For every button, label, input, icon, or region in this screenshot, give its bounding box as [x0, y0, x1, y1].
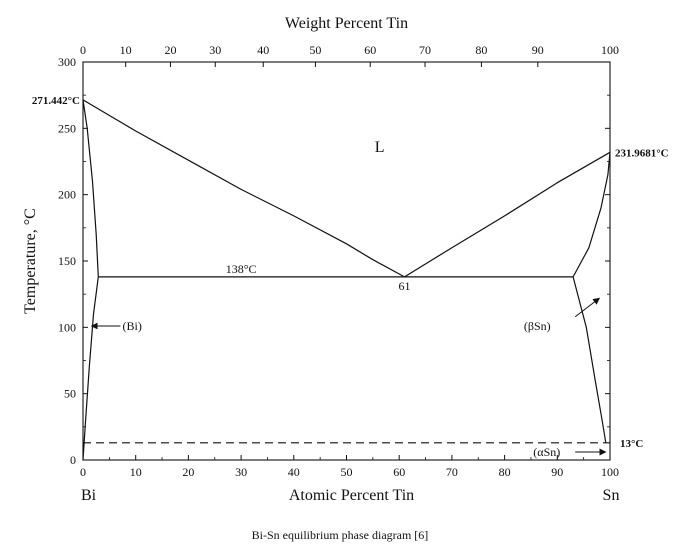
eutectic-temp-label: 138°C	[226, 262, 257, 276]
x-tick-label: 80	[499, 465, 511, 479]
y-tick-label: 300	[58, 55, 76, 69]
top-tick-label: 10	[120, 43, 132, 57]
top-tick-label: 90	[532, 43, 544, 57]
x-tick-label: 40	[288, 465, 300, 479]
x-tick-label: 20	[182, 465, 194, 479]
axes-layer: 0 10 20 30 40 50 60 70 80 90 100050100150200250300…	[22, 15, 619, 504]
right-element-label: Sn	[603, 487, 620, 504]
top-tick-label: 30	[209, 43, 221, 57]
y-tick-label: 250	[58, 121, 76, 135]
top-tick-label: 80	[475, 43, 487, 57]
bi-phase-label: (Bi)	[123, 319, 142, 333]
beta-sn-arrow	[574, 297, 601, 318]
figure-caption: Bi-Sn equilibrium phase diagram [6]	[251, 528, 429, 542]
eutectic-comp-label: 61	[398, 279, 410, 293]
x-tick-label: 60	[393, 465, 405, 479]
liquid-region-label: L	[375, 139, 385, 156]
top-tick-label: 100	[601, 43, 619, 57]
series-layer	[82, 99, 611, 461]
x-axis-title: Atomic Percent Tin	[289, 487, 414, 504]
top-tick-label: 40	[257, 43, 269, 57]
series-liquidus-right-line	[404, 151, 611, 278]
plot-frame	[82, 61, 611, 461]
y-tick-label: 150	[58, 254, 76, 268]
x-tick-label: 0	[80, 465, 86, 479]
bi-melting-label: 271.442°C	[32, 95, 80, 107]
y-tick-label: 50	[64, 387, 76, 401]
top-tick-label: 50	[309, 43, 321, 57]
top-tick-label: 20	[164, 43, 176, 57]
sn-melting-label: 231.9681°C	[615, 147, 669, 159]
left-element-label: Bi	[81, 487, 97, 504]
y-tick-label: 200	[58, 188, 76, 202]
series-liquidus-left-line	[82, 99, 405, 278]
y-tick-label: 100	[58, 320, 76, 334]
x-tick-label: 100	[601, 465, 619, 479]
series-bi-solidus-line	[82, 99, 99, 277]
top-axis-title: Weight Percent Tin	[285, 15, 408, 32]
alpha-temp-label: 13°C	[620, 438, 643, 450]
x-tick-label: 10	[130, 465, 142, 479]
series-sn-solvus-line	[572, 276, 607, 443]
y-axis-title: Temperature, °C	[22, 208, 39, 314]
top-tick-label: 70	[419, 43, 431, 57]
x-tick-label: 50	[341, 465, 353, 479]
series-bi-solvus-line	[82, 276, 99, 461]
alpha-sn-label: (αSn)	[533, 445, 560, 459]
x-tick-label: 90	[551, 465, 563, 479]
y-tick-label: 0	[70, 453, 76, 467]
beta-sn-label: (βSn)	[524, 319, 551, 333]
series-sn-solidus-line	[572, 152, 611, 278]
top-tick-label: 60	[364, 43, 376, 57]
annotation-layer: 271.442°C 231.9681°C 138°C 61 L (Bi) (βSn) (αSn…	[32, 95, 669, 459]
x-tick-label: 30	[235, 465, 247, 479]
x-tick-label: 70	[446, 465, 458, 479]
top-tick-label: 0	[80, 43, 86, 57]
